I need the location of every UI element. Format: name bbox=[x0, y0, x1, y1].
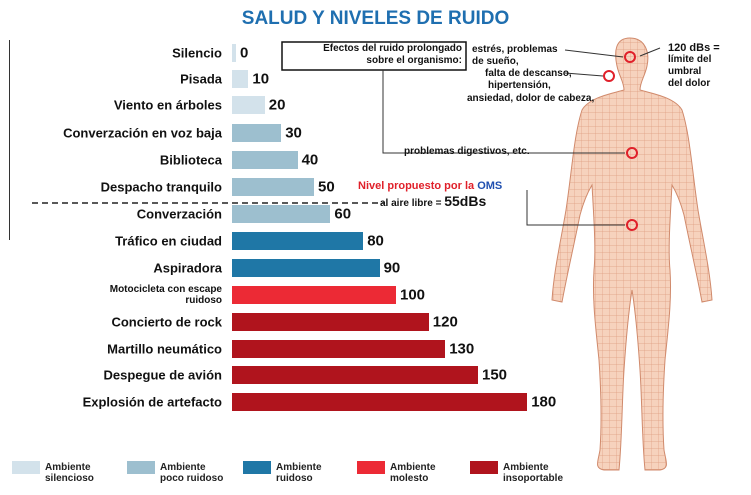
legend-swatch bbox=[470, 461, 498, 474]
effects-title-line: Efectos del ruido prolongado bbox=[284, 43, 462, 55]
effects-title-line: sobre el organismo: bbox=[284, 55, 462, 67]
legend-label: Ambiente ruidoso bbox=[276, 462, 340, 484]
bar bbox=[232, 313, 429, 331]
bar bbox=[232, 151, 298, 169]
category-label: Despacho tranquilo bbox=[101, 180, 222, 195]
category-label: Motocicleta con escape ruidoso bbox=[102, 284, 222, 306]
bar bbox=[232, 286, 396, 304]
pain-line: umbral bbox=[668, 66, 720, 78]
bar bbox=[232, 178, 314, 196]
value-label: 180 bbox=[531, 394, 556, 411]
bar bbox=[232, 205, 330, 223]
bar bbox=[232, 232, 363, 250]
value-label: 90 bbox=[384, 260, 401, 277]
pain-threshold: 120 dBs = límite del umbral del dolor bbox=[668, 42, 720, 90]
value-label: 120 bbox=[433, 314, 458, 331]
oms-org: OMS bbox=[477, 180, 502, 192]
value-label: 20 bbox=[269, 97, 286, 114]
category-label: Converzación bbox=[137, 207, 222, 222]
oms-line-2: al aire libre = 55dBs bbox=[380, 193, 486, 209]
bar bbox=[232, 124, 281, 142]
bar bbox=[232, 70, 248, 88]
legend-label: Ambiente poco ruidoso bbox=[160, 462, 224, 484]
bar bbox=[232, 340, 445, 358]
oms-line2: al aire libre = bbox=[380, 198, 444, 209]
category-label: Pisada bbox=[180, 72, 222, 87]
value-label: 30 bbox=[285, 125, 302, 142]
legend-label: Ambiente insoportable bbox=[503, 462, 567, 484]
pain-line: del dolor bbox=[668, 78, 720, 90]
category-label: Aspiradora bbox=[153, 261, 222, 276]
value-label: 50 bbox=[318, 179, 335, 196]
effect: ansiedad, dolor de cabeza, bbox=[467, 93, 594, 104]
bar bbox=[232, 393, 527, 411]
oms-line-1: Nivel propuesto por la OMS bbox=[358, 180, 502, 192]
legend-swatch bbox=[243, 461, 271, 474]
effects-title: Efectos del ruido prolongado sobre el or… bbox=[284, 43, 462, 67]
category-label: Viento en árboles bbox=[114, 98, 222, 113]
pain-line: 120 dBs = bbox=[668, 42, 720, 54]
value-label: 0 bbox=[240, 45, 248, 62]
bar bbox=[232, 259, 380, 277]
bar bbox=[232, 366, 478, 384]
effect: de sueño, bbox=[472, 56, 519, 67]
category-label: Biblioteca bbox=[160, 153, 222, 168]
category-label: Silencio bbox=[172, 46, 222, 61]
value-label: 80 bbox=[367, 233, 384, 250]
digestive-note: problemas digestivos, etc. bbox=[404, 146, 530, 157]
category-label: Concierto de rock bbox=[111, 315, 222, 330]
category-label: Martillo neumático bbox=[107, 342, 222, 357]
oms-level: 55dBs bbox=[444, 193, 486, 209]
value-label: 40 bbox=[302, 152, 319, 169]
pain-line: límite del bbox=[668, 54, 720, 66]
legend-label: Ambiente silencioso bbox=[45, 462, 109, 484]
oms-prefix: Nivel propuesto por la bbox=[358, 180, 477, 192]
legend-swatch bbox=[357, 461, 385, 474]
legend-swatch bbox=[127, 461, 155, 474]
category-label: Despegue de avión bbox=[104, 368, 222, 383]
legend-swatch bbox=[12, 461, 40, 474]
infographic: SALUD Y NIVELES DE RUIDO Efectos del rui… bbox=[0, 0, 751, 495]
value-label: 130 bbox=[449, 341, 474, 358]
value-label: 100 bbox=[400, 287, 425, 304]
value-label: 60 bbox=[334, 206, 351, 223]
legend-label: Ambiente molesto bbox=[390, 462, 454, 484]
effect: estrés, problemas bbox=[472, 44, 558, 55]
bar bbox=[232, 96, 265, 114]
category-label: Converzación en voz baja bbox=[63, 126, 222, 141]
category-label: Explosión de artefacto bbox=[83, 395, 222, 410]
value-label: 10 bbox=[252, 71, 269, 88]
value-label: 150 bbox=[482, 367, 507, 384]
category-label: Tráfico en ciudad bbox=[115, 234, 222, 249]
effect: hipertensión, bbox=[488, 80, 551, 91]
effect: falta de descanso, bbox=[485, 68, 572, 79]
bar bbox=[232, 44, 236, 62]
